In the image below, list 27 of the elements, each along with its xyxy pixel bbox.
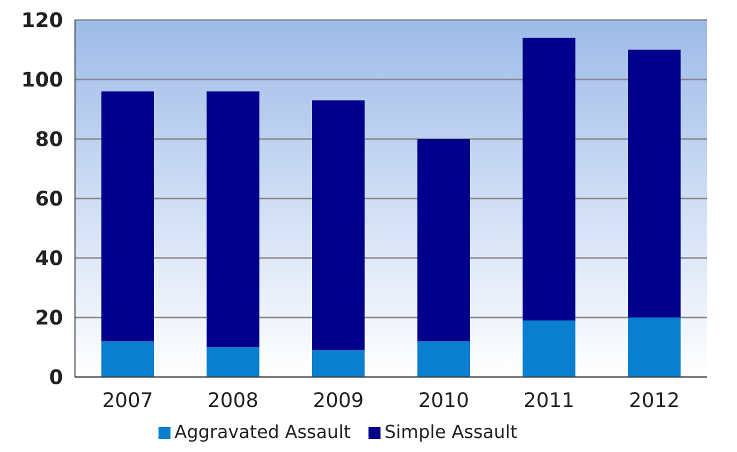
y-tick-label: 0	[49, 365, 63, 389]
bar	[101, 341, 154, 377]
bar	[206, 91, 260, 348]
bar	[417, 139, 470, 342]
y-tick-label: 120	[21, 8, 63, 32]
legend-label: Aggravated Assault	[174, 422, 351, 443]
bar	[206, 347, 260, 377]
x-tick-label: 2012	[628, 388, 680, 412]
legend-label: Simple Assault	[384, 422, 518, 443]
y-tick-label: 80	[35, 127, 63, 151]
x-tick-label: 2008	[208, 388, 258, 412]
bar	[522, 38, 576, 320]
bar	[417, 341, 470, 377]
bar	[522, 320, 576, 377]
x-tick-label: 2009	[312, 388, 364, 412]
y-tick-label: 60	[35, 186, 63, 210]
bar	[312, 350, 365, 377]
y-tick-label: 20	[35, 306, 63, 330]
y-tick-label: 100	[21, 68, 63, 92]
bar	[312, 100, 365, 350]
x-tick-label: 2007	[102, 388, 154, 412]
x-tick-label: 2011	[524, 388, 574, 412]
bar	[628, 318, 681, 377]
bar	[101, 91, 154, 342]
bar	[628, 50, 681, 318]
x-tick-label: 2010	[418, 388, 470, 412]
y-tick-label: 40	[35, 246, 63, 270]
